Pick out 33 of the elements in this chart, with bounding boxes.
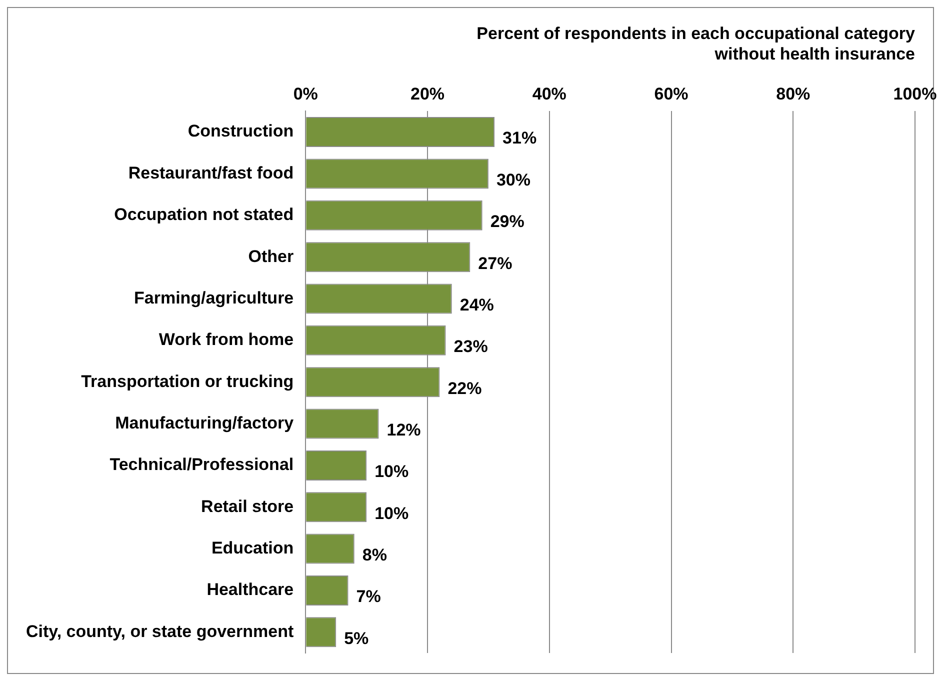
y-tick-label: Retail store bbox=[201, 496, 294, 516]
data-label: 31% bbox=[502, 128, 537, 148]
data-label: 7% bbox=[356, 587, 381, 606]
data-label: 8% bbox=[362, 545, 387, 564]
x-tick-label: 20% bbox=[410, 84, 445, 104]
chart-title: Percent of respondents in each occupational category without health insurance bbox=[476, 24, 916, 64]
data-label: 10% bbox=[374, 462, 409, 482]
y-tick-label: Construction bbox=[188, 122, 294, 141]
y-tick-label: Manufacturing/factory bbox=[115, 413, 294, 432]
data-label: 5% bbox=[344, 628, 369, 648]
data-label: 23% bbox=[454, 337, 488, 356]
x-tick-label: 80% bbox=[776, 84, 810, 104]
x-tick-label: 60% bbox=[654, 84, 688, 104]
data-label: 12% bbox=[386, 420, 421, 440]
y-tick-label: Technical/Professional bbox=[110, 455, 294, 474]
data-label: 30% bbox=[496, 170, 530, 190]
data-label: 10% bbox=[374, 504, 409, 523]
y-tick-label: Transportation or trucking bbox=[81, 372, 294, 391]
x-tick-label: 0% bbox=[293, 84, 318, 104]
y-tick-label: Healthcare bbox=[206, 580, 294, 600]
y-tick-label: Other bbox=[248, 246, 294, 266]
y-tick-label: Work from home bbox=[158, 330, 294, 350]
y-tick-label: City, county, or state government bbox=[26, 622, 294, 641]
y-tick-label: Restaurant/fast food bbox=[128, 163, 294, 182]
data-label: 24% bbox=[460, 295, 494, 314]
x-tick-label: 40% bbox=[532, 84, 566, 104]
y-tick-label: Occupation not stated bbox=[114, 205, 294, 224]
data-label: 22% bbox=[448, 378, 482, 398]
data-label: 29% bbox=[490, 212, 524, 232]
data-label: 27% bbox=[478, 254, 512, 273]
y-tick-label: Farming/agriculture bbox=[134, 288, 294, 308]
x-tick-label: 100% bbox=[893, 84, 937, 104]
y-tick-label: Education bbox=[211, 538, 294, 558]
